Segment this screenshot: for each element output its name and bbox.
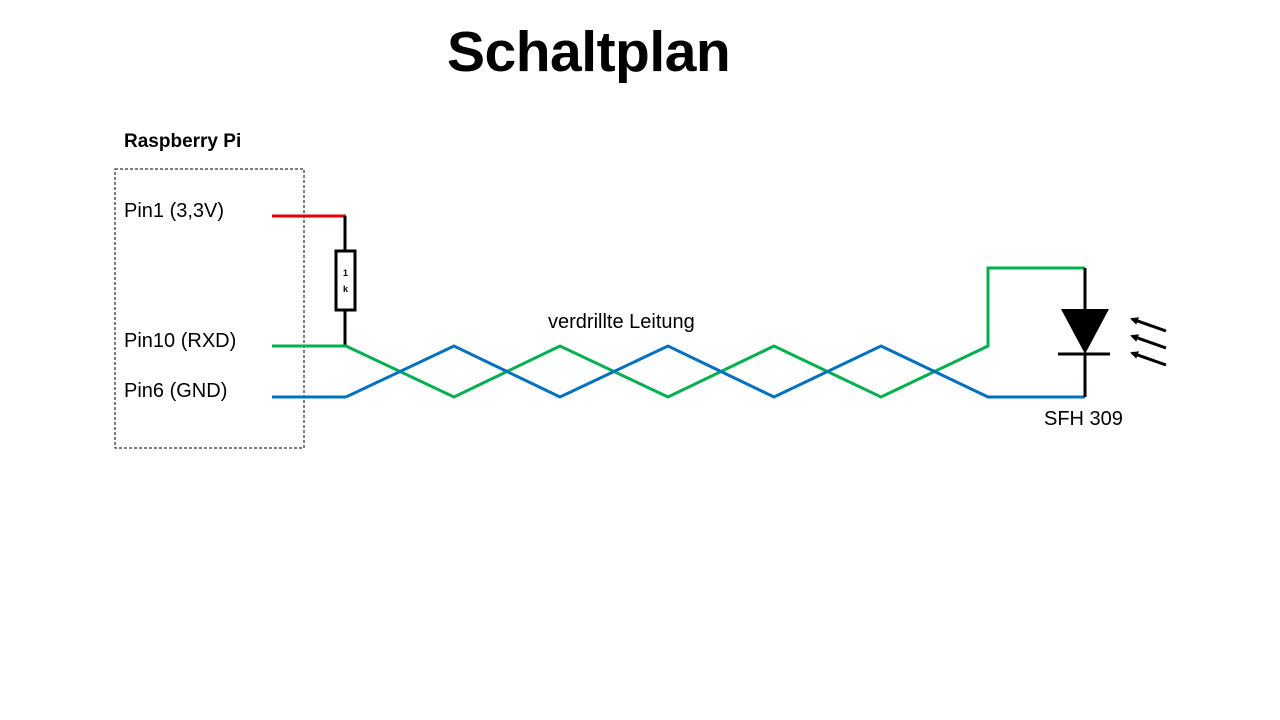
board-title: Raspberry Pi — [124, 131, 242, 152]
raspberry-pi-board-outline — [114, 168, 305, 449]
resistor-label-line1: 1 — [343, 268, 348, 278]
twisted-ground-wire — [345, 344, 1085, 399]
resistor-symbol — [334, 249, 357, 312]
pin1-label: Pin1 (3,3V) — [124, 200, 225, 222]
pin10-label: Pin10 (RXD) — [124, 330, 237, 352]
page-title: Schaltplan — [447, 20, 731, 84]
phototransistor-icon — [1058, 268, 1167, 397]
resistor-label-line2: k — [343, 284, 349, 294]
pin6-label: Pin6 (GND) — [124, 380, 228, 402]
cable-label: verdrillte Leitung — [548, 311, 695, 333]
sensor-label: SFH 309 — [1044, 408, 1123, 430]
twisted-signal-wire — [345, 266, 1085, 399]
